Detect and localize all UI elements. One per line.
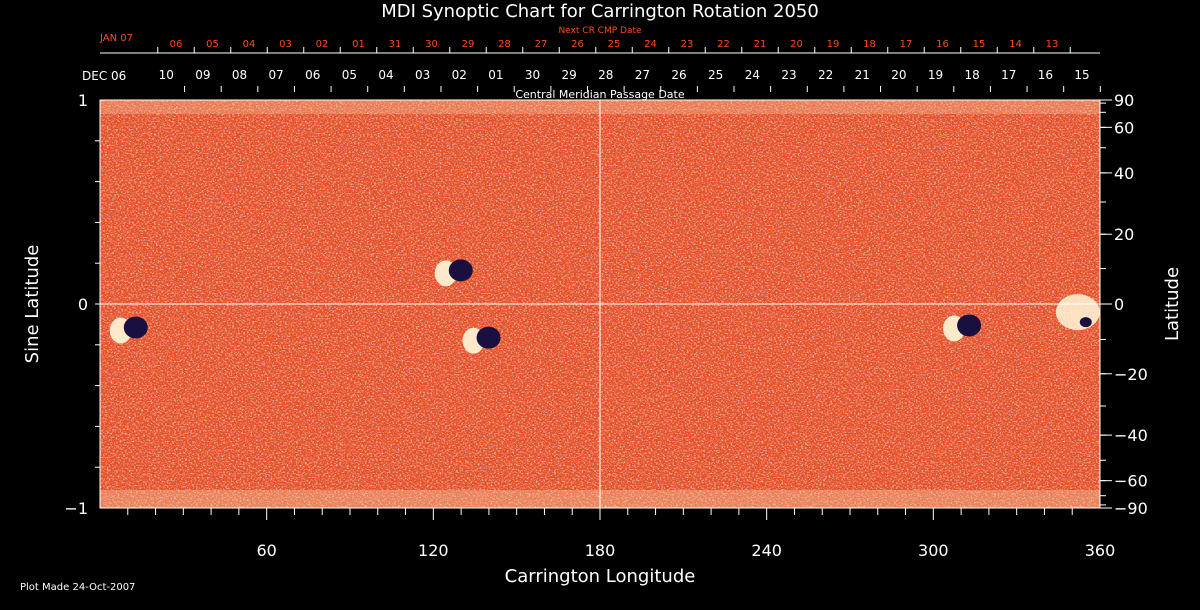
next-cr-axis-start: JAN 07 xyxy=(99,33,133,44)
chart-title: MDI Synoptic Chart for Carrington Rotati… xyxy=(381,1,819,22)
next-cr-tick-label: 28 xyxy=(498,39,511,50)
y-axis-label-left: Sine Latitude xyxy=(22,245,43,364)
x-tick-label: 240 xyxy=(751,541,782,560)
y-right-tick-label: 20 xyxy=(1114,225,1134,244)
next-cr-tick-label: 04 xyxy=(243,39,256,50)
y-right-tick-label: −40 xyxy=(1114,426,1148,445)
y-right-tick-label: 60 xyxy=(1114,118,1134,137)
next-cr-tick-label: 29 xyxy=(462,39,475,50)
cmp-date-tick-label: 28 xyxy=(598,68,613,82)
next-cr-tick-label: 20 xyxy=(790,39,803,50)
cmp-date-tick-label: 09 xyxy=(195,68,210,82)
next-cr-tick-label: 13 xyxy=(1046,39,1059,50)
cmp-date-axis: DEC 06 Central Meridian Passage Date 10 0… xyxy=(82,68,1101,101)
cmp-date-tick-label: 22 xyxy=(818,68,833,82)
plot-made-footer: Plot Made 24-Oct-2007 xyxy=(20,582,135,593)
x-tick-label: 300 xyxy=(918,541,949,560)
cmp-date-tick-label: 30 xyxy=(525,68,540,82)
next-cr-tick-label: 06 xyxy=(170,39,183,50)
cmp-date-tick-label: 25 xyxy=(708,68,723,82)
cmp-date-tick-label: 17 xyxy=(1001,68,1016,82)
y-right-tick-label: 0 xyxy=(1114,295,1124,314)
cmp-date-tick-label: 06 xyxy=(305,68,320,82)
y-left-tick-label: 1 xyxy=(78,91,88,110)
y-left-tick-label: −1 xyxy=(64,499,88,518)
y-right-tick-label: −20 xyxy=(1114,365,1148,384)
y-right-tick-label: −90 xyxy=(1114,499,1148,518)
next-cr-tick-label: 18 xyxy=(863,39,876,50)
y-axis-label-right: Latitude xyxy=(1162,267,1183,341)
next-cr-tick-label: 30 xyxy=(425,39,438,50)
cmp-date-tick-label: 05 xyxy=(342,68,357,82)
negative-polarity-patch xyxy=(957,314,982,337)
next-cr-tick-label: 14 xyxy=(1009,39,1022,50)
cmp-date-tick-label: 08 xyxy=(232,68,247,82)
next-cr-tick-label: 16 xyxy=(936,39,949,50)
negative-polarity-patch xyxy=(448,259,473,282)
next-cr-tick-label: 27 xyxy=(535,39,548,50)
y-right-tick-label: 90 xyxy=(1114,91,1134,110)
cmp-date-tick-label: 07 xyxy=(268,68,283,82)
cmp-date-tick-label: 19 xyxy=(928,68,943,82)
x-tick-label: 360 xyxy=(1085,541,1116,560)
next-cr-tick-label: 02 xyxy=(316,39,329,50)
next-cr-tick-label: 31 xyxy=(389,39,402,50)
next-cr-tick-label: 26 xyxy=(571,39,584,50)
cmp-axis-label: Central Meridian Passage Date xyxy=(515,88,684,101)
next-cr-tick-label: 21 xyxy=(754,39,767,50)
cmp-date-tick-label: 29 xyxy=(562,68,577,82)
cmp-date-tick-label: 21 xyxy=(855,68,870,82)
cmp-date-tick-label: 27 xyxy=(635,68,650,82)
next-cr-date-axis: Next CR CMP Date JAN 07 06 05 04 03 02 01 31 30… xyxy=(99,26,1100,54)
cmp-date-tick-label: 24 xyxy=(745,68,760,82)
next-cr-tick-label: 19 xyxy=(827,39,840,50)
y-left-tick-label: 0 xyxy=(78,295,88,314)
active-region xyxy=(109,316,148,344)
cmp-date-tick-label: 04 xyxy=(378,68,393,82)
next-cr-tick-label: 23 xyxy=(681,39,694,50)
x-tick-label: 180 xyxy=(585,541,616,560)
cmp-date-tick-label: 20 xyxy=(891,68,906,82)
positive-polarity-patch xyxy=(1055,294,1100,331)
negative-polarity-patch xyxy=(476,326,501,349)
cmp-date-tick-label: 01 xyxy=(488,68,503,82)
active-region xyxy=(943,314,982,342)
negative-polarity-patch xyxy=(123,316,148,339)
active-region xyxy=(1055,294,1100,331)
cmp-date-tick-label: 02 xyxy=(452,68,467,82)
next-cr-tick-label: 01 xyxy=(352,39,365,50)
next-cr-tick-label: 24 xyxy=(644,39,657,50)
cmp-date-tick-label: 26 xyxy=(671,68,686,82)
cmp-date-tick-label: 03 xyxy=(415,68,430,82)
x-axis-label: Carrington Longitude xyxy=(505,566,696,587)
cmp-date-tick-label: 23 xyxy=(781,68,796,82)
x-tick-label: 120 xyxy=(418,541,449,560)
negative-polarity-patch xyxy=(1079,317,1092,328)
active-region xyxy=(462,326,501,354)
next-cr-tick-label: 17 xyxy=(900,39,913,50)
y-right-tick-label: −60 xyxy=(1114,472,1148,491)
next-cr-tick-label: 03 xyxy=(279,39,292,50)
cmp-date-tick-label: 16 xyxy=(1038,68,1053,82)
next-cr-axis-label: Next CR CMP Date xyxy=(558,26,642,36)
next-cr-tick-label: 15 xyxy=(973,39,986,50)
x-tick-label: 60 xyxy=(256,541,276,560)
next-cr-tick-label: 22 xyxy=(717,39,730,50)
cmp-date-tick-label: 15 xyxy=(1074,68,1089,82)
cmp-date-tick-label: 10 xyxy=(159,68,174,82)
y-right-tick-label: 40 xyxy=(1114,164,1134,183)
next-cr-tick-label: 25 xyxy=(608,39,621,50)
next-cr-tick-label: 05 xyxy=(206,39,219,50)
cmp-date-tick-label: 18 xyxy=(964,68,979,82)
active-region xyxy=(434,259,473,287)
cmp-axis-start: DEC 06 xyxy=(82,69,126,83)
